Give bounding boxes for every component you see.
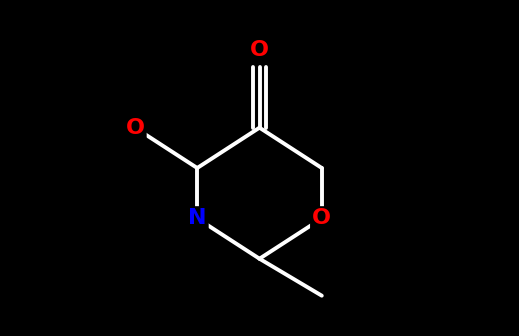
Text: O: O bbox=[312, 208, 331, 228]
Text: N: N bbox=[188, 208, 207, 228]
Text: O: O bbox=[250, 40, 269, 60]
Text: O: O bbox=[126, 118, 144, 138]
